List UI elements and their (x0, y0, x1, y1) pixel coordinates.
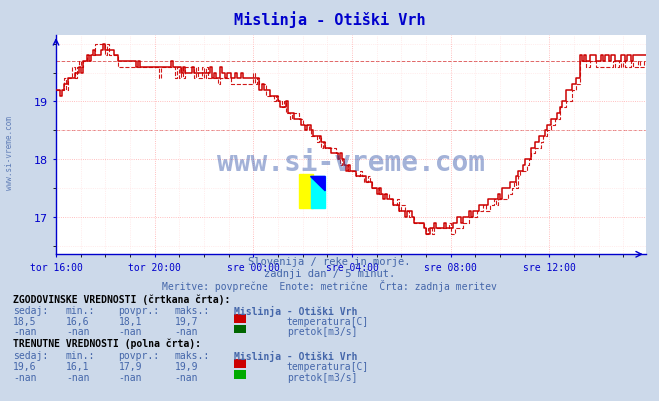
Text: -nan: -nan (119, 326, 142, 336)
Text: 17,9: 17,9 (119, 361, 142, 371)
Text: -nan: -nan (66, 372, 90, 382)
Text: 19,7: 19,7 (175, 316, 198, 326)
Text: min.:: min.: (66, 350, 96, 360)
Bar (299, 174, 313, 209)
Text: -nan: -nan (175, 372, 198, 382)
Text: -nan: -nan (119, 372, 142, 382)
Text: sedaj:: sedaj: (13, 350, 48, 360)
Text: pretok[m3/s]: pretok[m3/s] (287, 326, 357, 336)
Text: temperatura[C]: temperatura[C] (287, 316, 369, 326)
Text: 19,6: 19,6 (13, 361, 37, 371)
Text: min.:: min.: (66, 306, 96, 316)
Text: 16,1: 16,1 (66, 361, 90, 371)
Text: -nan: -nan (175, 326, 198, 336)
Text: sedaj:: sedaj: (13, 306, 48, 316)
Text: povpr.:: povpr.: (119, 350, 159, 360)
Text: Mislinja - Otiški Vrh: Mislinja - Otiški Vrh (234, 350, 357, 360)
Text: Slovenija / reke in morje.: Slovenija / reke in morje. (248, 257, 411, 267)
Text: zadnji dan / 5 minut.: zadnji dan / 5 minut. (264, 268, 395, 278)
Text: -nan: -nan (13, 326, 37, 336)
Text: Meritve: povprečne  Enote: metrične  Črta: zadnja meritev: Meritve: povprečne Enote: metrične Črta:… (162, 279, 497, 291)
Text: ZGODOVINSKE VREDNOSTI (črtkana črta):: ZGODOVINSKE VREDNOSTI (črtkana črta): (13, 294, 231, 304)
Polygon shape (310, 177, 326, 209)
Text: www.si-vreme.com: www.si-vreme.com (5, 115, 14, 189)
Text: TRENUTNE VREDNOSTI (polna črta):: TRENUTNE VREDNOSTI (polna črta): (13, 338, 201, 348)
Text: -nan: -nan (66, 326, 90, 336)
Text: pretok[m3/s]: pretok[m3/s] (287, 372, 357, 382)
Text: maks.:: maks.: (175, 350, 210, 360)
Text: 16,6: 16,6 (66, 316, 90, 326)
Polygon shape (310, 177, 326, 191)
Text: 18,5: 18,5 (13, 316, 37, 326)
Text: temperatura[C]: temperatura[C] (287, 361, 369, 371)
Text: maks.:: maks.: (175, 306, 210, 316)
Text: 19,9: 19,9 (175, 361, 198, 371)
Text: Mislinja - Otiški Vrh: Mislinja - Otiški Vrh (234, 11, 425, 28)
Text: www.si-vreme.com: www.si-vreme.com (217, 149, 485, 177)
Text: Mislinja - Otiški Vrh: Mislinja - Otiški Vrh (234, 306, 357, 316)
Text: 18,1: 18,1 (119, 316, 142, 326)
Text: -nan: -nan (13, 372, 37, 382)
Text: povpr.:: povpr.: (119, 306, 159, 316)
